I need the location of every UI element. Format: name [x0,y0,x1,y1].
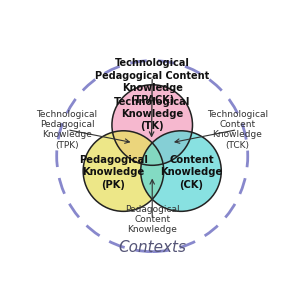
Text: Content
Knowledge
(CK): Content Knowledge (CK) [160,155,222,190]
Text: Contexts: Contexts [118,239,186,254]
Text: Pedagogical
Content
Knowledge: Pedagogical Content Knowledge [125,205,179,234]
Circle shape [112,85,192,165]
Circle shape [83,131,164,211]
Text: Technological
Pedagogical Content
Knowledge
(TPACK): Technological Pedagogical Content Knowle… [95,58,209,106]
Text: Technological
Knowledge
(TK): Technological Knowledge (TK) [114,97,190,131]
Circle shape [141,131,221,211]
Text: Technological
Pedagogical
Knowledge
(TPK): Technological Pedagogical Knowledge (TPK… [37,110,98,150]
Text: Technological
Content
Knowledge
(TCK): Technological Content Knowledge (TCK) [207,110,268,150]
Text: Pedagogical
Knowledge
(PK): Pedagogical Knowledge (PK) [79,155,148,190]
